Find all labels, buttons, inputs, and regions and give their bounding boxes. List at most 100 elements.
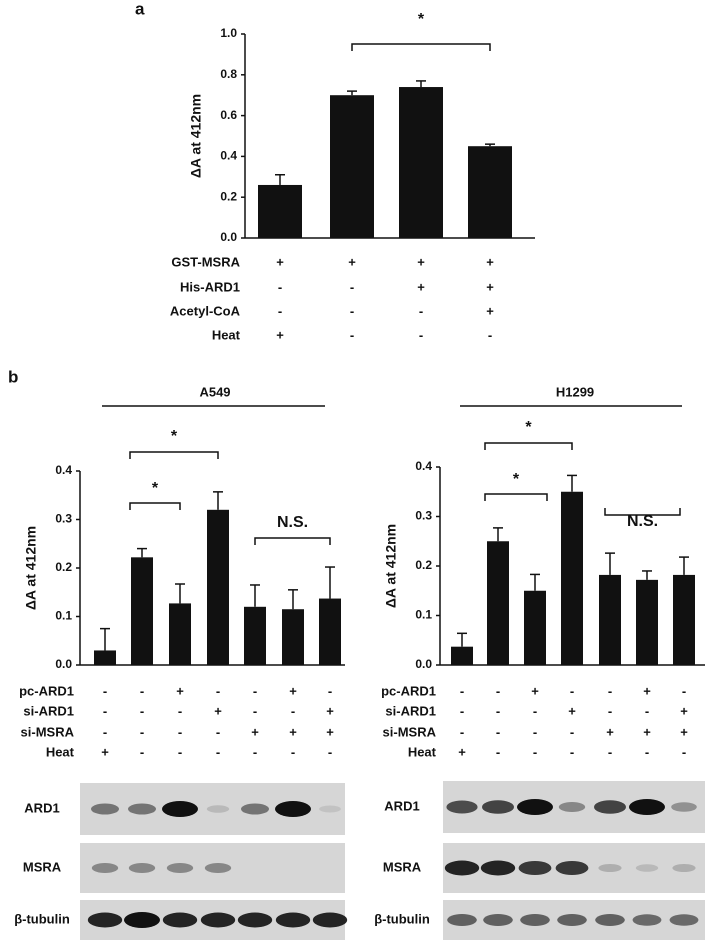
condition-sign: + xyxy=(417,254,425,269)
blot-band xyxy=(124,912,160,928)
y-axis-label: ΔA at 412nm xyxy=(383,524,399,608)
condition-name: Acetyl-CoA xyxy=(170,303,241,318)
bar xyxy=(487,541,509,665)
condition-sign: + xyxy=(643,683,651,698)
y-tick-label: 0.2 xyxy=(415,558,432,572)
condition-sign: - xyxy=(570,744,574,759)
significance-bracket xyxy=(129,451,219,459)
blot-band xyxy=(128,803,156,815)
condition-sign: + xyxy=(326,703,334,718)
condition-name: Heat xyxy=(212,327,241,342)
y-tick-label: 0.1 xyxy=(55,609,72,623)
significance-label: * xyxy=(525,419,532,436)
y-tick-label: 0.6 xyxy=(220,108,237,122)
condition-sign: - xyxy=(533,744,537,759)
significance-bracket xyxy=(484,493,548,501)
condition-sign: - xyxy=(350,327,354,342)
condition-sign: - xyxy=(608,703,612,718)
y-tick-label: 1.0 xyxy=(220,26,237,40)
condition-sign: - xyxy=(419,303,423,318)
blot-band xyxy=(447,914,477,926)
blot-band xyxy=(319,805,341,813)
condition-sign: - xyxy=(216,744,220,759)
y-tick-label: 0.4 xyxy=(415,459,432,473)
blot-band xyxy=(87,912,123,928)
y-tick-label: 0.0 xyxy=(415,657,432,671)
condition-sign: - xyxy=(278,303,282,318)
condition-sign: - xyxy=(496,724,500,739)
blot-band xyxy=(555,861,589,875)
blot-band xyxy=(237,912,273,928)
condition-name: His-ARD1 xyxy=(180,279,240,294)
condition-sign: + xyxy=(417,279,425,294)
condition-sign: - xyxy=(178,724,182,739)
condition-sign: - xyxy=(103,703,107,718)
condition-sign: + xyxy=(348,254,356,269)
condition-sign: + xyxy=(531,683,539,698)
condition-sign: - xyxy=(216,683,220,698)
condition-sign: - xyxy=(328,683,332,698)
condition-sign: - xyxy=(140,744,144,759)
significance-label: * xyxy=(171,428,178,445)
condition-sign: - xyxy=(496,703,500,718)
blot-band xyxy=(275,912,311,928)
y-tick-label: 0.4 xyxy=(220,149,237,163)
condition-sign: - xyxy=(278,279,282,294)
condition-sign: - xyxy=(460,683,464,698)
condition-sign: - xyxy=(682,744,686,759)
significance-label: N.S. xyxy=(277,514,308,531)
y-tick-label: 0.3 xyxy=(55,512,72,526)
condition-sign: - xyxy=(178,703,182,718)
blot-label: MSRA xyxy=(23,859,62,874)
blot-band xyxy=(671,802,697,812)
condition-name: si-ARD1 xyxy=(23,703,74,718)
significance-bracket xyxy=(254,537,331,545)
blot-band xyxy=(629,799,665,815)
condition-sign: - xyxy=(140,683,144,698)
bar xyxy=(207,509,229,665)
y-tick-label: 0.0 xyxy=(55,657,72,671)
condition-sign: - xyxy=(496,744,500,759)
condition-sign: + xyxy=(214,703,222,718)
bar xyxy=(244,606,266,665)
condition-sign: - xyxy=(460,724,464,739)
condition-sign: + xyxy=(568,703,576,718)
chart-title: A549 xyxy=(199,384,230,399)
condition-sign: + xyxy=(101,744,109,759)
blot-band xyxy=(480,860,516,876)
blot-band xyxy=(200,912,236,928)
blot-band xyxy=(444,860,480,876)
significance-bracket xyxy=(351,43,491,51)
condition-sign: - xyxy=(253,703,257,718)
y-tick-label: 0.3 xyxy=(415,509,432,523)
blot-label: β-tubulin xyxy=(374,911,430,926)
condition-sign: + xyxy=(680,703,688,718)
blot-band xyxy=(128,863,156,873)
bar xyxy=(399,87,443,238)
blot-band xyxy=(91,803,119,815)
blot-band xyxy=(594,800,626,814)
y-tick-label: 0.1 xyxy=(415,608,432,622)
condition-name: si-MSRA xyxy=(21,724,75,739)
condition-sign: - xyxy=(682,683,686,698)
condition-name: Heat xyxy=(408,744,437,759)
y-tick-label: 0.4 xyxy=(55,463,72,477)
panel-label: a xyxy=(135,0,145,18)
condition-sign: - xyxy=(570,683,574,698)
condition-sign: + xyxy=(486,303,494,318)
condition-sign: - xyxy=(216,724,220,739)
y-axis-label: ΔA at 412nm xyxy=(23,526,39,610)
bar xyxy=(94,650,116,665)
condition-name: si-ARD1 xyxy=(385,703,436,718)
bar xyxy=(451,646,473,665)
blot-band xyxy=(557,914,587,926)
bar xyxy=(131,557,153,665)
bar xyxy=(330,95,374,238)
condition-name: pc-ARD1 xyxy=(381,683,436,698)
condition-sign: - xyxy=(460,703,464,718)
condition-sign: - xyxy=(350,303,354,318)
condition-name: GST-MSRA xyxy=(171,254,240,269)
blot-label: ARD1 xyxy=(384,798,419,813)
